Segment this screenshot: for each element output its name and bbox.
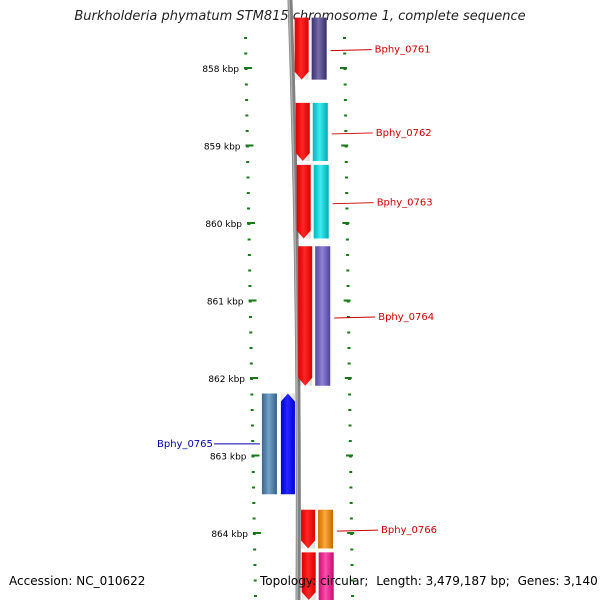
gene-bphy_0764[interactable]	[298, 246, 331, 386]
map-title: Burkholderia phymatum STM815 chromosome …	[74, 9, 526, 24]
cog-bar-shade	[318, 509, 334, 549]
strand-arrow-shade	[295, 102, 310, 161]
gene-track	[261, 17, 334, 600]
gene-bphy_0765[interactable]	[261, 393, 295, 495]
gene-bphy_0766[interactable]	[301, 509, 334, 549]
strand-arrow-shade	[280, 393, 295, 495]
cog-bar-shade	[312, 102, 328, 161]
topology-value: circular	[319, 574, 365, 588]
tick-label: 863 kbp	[210, 453, 247, 463]
gene-bphy_0763[interactable]	[296, 164, 329, 239]
gene-label[interactable]: Bphy_0761	[375, 45, 431, 56]
gene-bphy_0762[interactable]	[295, 102, 328, 161]
kbp-ruler: 858 kbp 859 kbp 860 kbp 861 kbp 862 kbp 863 k…	[202, 37, 355, 597]
tick-label: 858 kbp	[202, 65, 239, 75]
accession-value: NC_010622	[76, 574, 146, 588]
strand-arrow-shade	[296, 164, 311, 239]
cog-bar-shade	[261, 393, 277, 495]
cog-bar-shade	[318, 552, 334, 600]
length-label: Length:	[376, 574, 422, 588]
tick-label: 860 kbp	[205, 220, 242, 230]
cog-bar-shade	[315, 246, 331, 386]
label-leader	[334, 316, 376, 319]
topology-label: Topology:	[260, 574, 317, 588]
gene-label[interactable]: Bphy_0762	[376, 128, 432, 139]
gene-label[interactable]: Bphy_0763	[377, 198, 433, 209]
label-leader	[330, 49, 372, 52]
accession-label: Accession:	[9, 574, 73, 588]
gene-labels: Bphy_0761 Bphy_0762 Bphy_0763 Bphy_0764 Bphy…	[157, 45, 437, 537]
cog-bar-shade	[313, 164, 329, 239]
length-value: 3,479,187 bp	[425, 574, 506, 588]
strand-arrow-shade	[301, 552, 316, 600]
gene-label[interactable]: Bphy_0765	[157, 439, 213, 450]
tick-label: 864 kbp	[211, 530, 248, 540]
chromosome-backbone	[287, 0, 301, 600]
genes-value: 3,140	[563, 574, 598, 588]
tick-label: 859 kbp	[204, 143, 241, 153]
gene-bphy_0761[interactable]	[294, 17, 327, 80]
cog-bar-shade	[311, 17, 327, 80]
tick-label: 861 kbp	[207, 298, 244, 308]
label-leader	[332, 202, 374, 205]
strand-arrow-shade	[298, 246, 313, 386]
chromosome-backbone-highlight	[288, 0, 299, 600]
strand-arrow-shade	[301, 509, 316, 549]
gene-label[interactable]: Bphy_0766	[381, 525, 437, 536]
genes-label: Genes:	[517, 574, 560, 588]
genome-stats: Topology: circular; Length: 3,479,187 bp…	[260, 574, 598, 588]
accession-info: Accession: NC_010622	[9, 574, 145, 588]
tick-label: 862 kbp	[208, 375, 245, 385]
label-leader	[337, 529, 379, 532]
gene-label[interactable]: Bphy_0764	[378, 312, 434, 323]
label-leader	[331, 132, 373, 135]
gene-unlabeled[interactable]	[301, 552, 334, 600]
strand-arrow-shade	[294, 17, 309, 80]
